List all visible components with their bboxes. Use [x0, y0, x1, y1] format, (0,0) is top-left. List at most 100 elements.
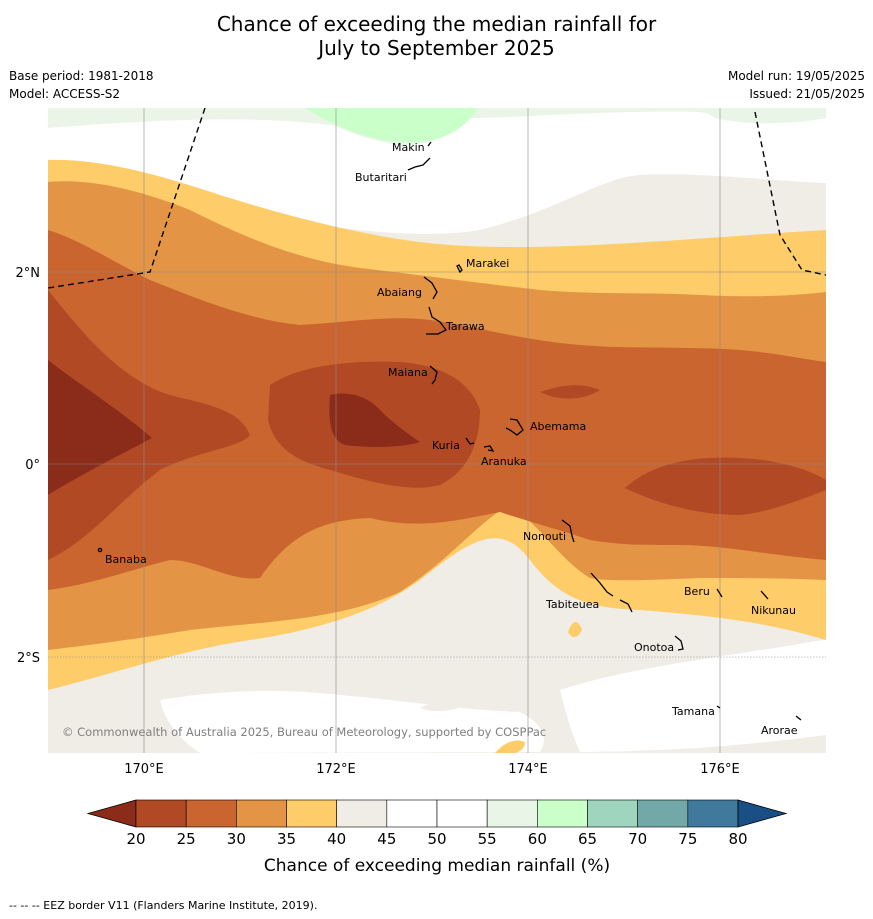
label-nikunau: Nikunau — [751, 604, 796, 617]
colorbar-extend-low — [86, 799, 137, 828]
colorbar-segment — [386, 799, 438, 828]
colorbar-tick-label: 30 — [227, 830, 246, 848]
issued-date: Issued: 21/05/2025 — [749, 87, 865, 101]
contour-small-yellow — [568, 621, 582, 638]
lat-label-equator: 0° — [25, 458, 40, 473]
chart-title: Chance of exceeding the median rainfall … — [0, 12, 873, 60]
colorbar-tick-label: 50 — [427, 830, 446, 848]
island-banaba — [97, 547, 103, 553]
label-tarawa: Tarawa — [445, 320, 485, 333]
contour-20-25-small — [540, 385, 600, 399]
map-area: Makin Butaritari Marakei Abaiang Tarawa … — [48, 108, 826, 753]
eez-border-east — [754, 111, 826, 276]
colorbar-segment — [637, 799, 689, 828]
colorbar-segment — [286, 799, 337, 828]
colorbar-segment — [687, 799, 739, 828]
island-nikunau — [760, 590, 769, 600]
colorbar-tick-label: 40 — [327, 830, 346, 848]
colorbar-segment — [587, 799, 638, 828]
island-abemama — [505, 418, 524, 436]
label-abaiang: Abaiang — [377, 286, 422, 299]
colorbar-tick-label: 55 — [478, 830, 497, 848]
contour-small-south — [420, 703, 458, 711]
eez-border-west — [48, 108, 206, 289]
label-nonouti: Nonouti — [523, 530, 566, 543]
colorbar-segment — [185, 799, 237, 828]
colorbar-tick-label: 35 — [277, 830, 296, 848]
colorbar-segment — [336, 799, 388, 828]
metadata-right: Model run: 19/05/2025 Issued: 21/05/2025 — [728, 67, 865, 103]
colorbar-tick-label: 45 — [377, 830, 396, 848]
colorbar-segment — [135, 799, 187, 828]
colorbar-extend-high — [737, 799, 788, 828]
colorbar-tick-label: 60 — [528, 830, 547, 848]
model-name: Model: ACCESS-S2 — [9, 87, 121, 101]
island-maiana — [429, 365, 438, 385]
contour-20-25-east — [625, 457, 826, 515]
colorbar-segment — [486, 799, 538, 828]
axis-labels: 170°E 172°E 174°E 176°E 2°N 0° 2°S — [16, 266, 740, 777]
metadata-left: Base period: 1981-2018 Model: ACCESS-S2 — [9, 67, 154, 103]
contour-below-20-central — [329, 393, 420, 447]
label-maiana: Maiana — [388, 366, 428, 379]
title-line-1: Chance of exceeding the median rainfall … — [216, 12, 657, 36]
label-makin: Makin — [392, 141, 425, 154]
island-arorae — [795, 715, 802, 721]
colorbar-tick-label: 20 — [126, 830, 145, 848]
colorbar-segment — [537, 799, 588, 828]
gridlines — [48, 108, 826, 753]
place-labels: Makin Butaritari Marakei Abaiang Tarawa … — [105, 141, 798, 737]
contour-45-50-southwest — [160, 690, 544, 753]
colorbar: 20 25 30 35 40 45 50 55 60 65 70 75 80 — [86, 799, 788, 848]
island-tarawa — [426, 306, 447, 335]
label-banaba: Banaba — [105, 553, 147, 566]
contour-45-50-south — [560, 640, 826, 752]
island-butaritari — [407, 157, 431, 171]
colorbar-tick-label: 25 — [177, 830, 196, 848]
contour-55-60-b — [700, 108, 826, 124]
label-aranuka: Aranuka — [481, 455, 527, 468]
island-tabiteuea — [590, 572, 633, 613]
island-beru — [716, 588, 723, 598]
colorbar-tick-label: 70 — [628, 830, 647, 848]
label-beru: Beru — [684, 585, 710, 598]
island-onotoa — [674, 635, 684, 651]
lon-label-172e: 172°E — [316, 762, 356, 777]
colorbar-tick-label: 80 — [728, 830, 747, 848]
lon-label-174e: 174°E — [508, 762, 548, 777]
label-tamana: Tamana — [671, 705, 715, 718]
island-aranuka — [483, 445, 495, 452]
copyright-notice: © Commonwealth of Australia 2025, Bureau… — [62, 725, 546, 739]
contour-small-yellow-2 — [495, 740, 525, 753]
contour-60-65 — [305, 108, 478, 143]
island-nonouti — [561, 519, 575, 543]
contour-below-20-west — [48, 360, 152, 495]
label-arorae: Arorae — [761, 724, 798, 737]
label-kuria: Kuria — [432, 439, 460, 452]
label-butaritari: Butaritari — [355, 171, 407, 184]
colorbar-tick-label: 65 — [578, 830, 597, 848]
island-marakei — [456, 264, 463, 274]
islands — [97, 141, 802, 721]
base-period: Base period: 1981-2018 — [9, 69, 154, 83]
footer-note: -- -- -- EEZ border V11 (Flanders Marine… — [9, 899, 318, 912]
island-makin — [427, 141, 432, 147]
lat-label-2n: 2°N — [16, 266, 41, 281]
label-marakei: Marakei — [466, 257, 509, 270]
label-abemama: Abemama — [530, 420, 586, 433]
island-abaiang — [423, 276, 438, 300]
eez-border — [48, 108, 826, 289]
colorbar-segment — [436, 799, 488, 828]
colorbar-segment — [236, 799, 287, 828]
lon-label-176e: 176°E — [700, 762, 740, 777]
rainfall-map: Makin Butaritari Marakei Abaiang Tarawa … — [16, 108, 826, 876]
colorbar-label: Chance of exceeding median rainfall (%) — [264, 856, 610, 876]
label-tabiteuea: Tabiteuea — [545, 598, 599, 611]
island-kuria — [465, 437, 475, 445]
title-line-2: July to September 2025 — [318, 36, 555, 60]
model-run: Model run: 19/05/2025 — [727, 69, 865, 83]
contour-20-25-west — [48, 290, 250, 560]
label-onotoa: Onotoa — [634, 641, 674, 654]
lon-label-170e: 170°E — [124, 762, 164, 777]
colorbar-tick-label: 75 — [678, 830, 697, 848]
